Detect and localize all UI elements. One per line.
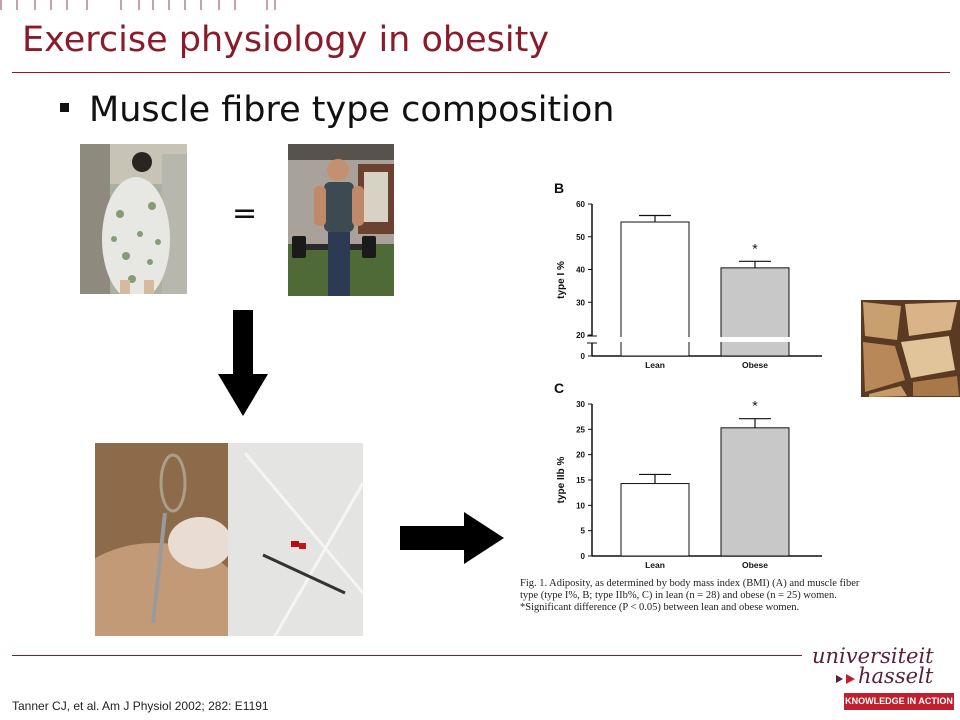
significance-marker: * <box>752 240 758 256</box>
y-axis-label: type IIb % <box>556 457 567 504</box>
down-arrow-icon <box>218 310 268 416</box>
equals-sign: = <box>232 196 258 231</box>
y-tick-label: 25 <box>576 425 585 434</box>
logo-line1: universiteit <box>812 644 934 668</box>
axis-break-gap <box>594 337 824 342</box>
panel-label: C <box>554 380 564 396</box>
x-tick-label: Obese <box>742 560 768 570</box>
logo-arrow-small-icon <box>836 675 843 683</box>
x-tick-label: Lean <box>645 560 665 570</box>
y-tick-label: 40 <box>576 266 585 275</box>
y-tick-label: 5 <box>581 527 586 536</box>
figure-caption: Fig. 1. Adiposity, as determined by body… <box>520 578 860 613</box>
bar <box>620 483 690 557</box>
y-tick-label: 50 <box>576 233 585 242</box>
y-tick-label: 60 <box>576 200 585 209</box>
x-tick-label: Lean <box>645 360 665 370</box>
university-logo: universiteit hasselt KNOWLEDGE IN ACTION <box>812 644 960 714</box>
significance-marker: * <box>752 398 758 414</box>
y-tick-label: 30 <box>576 298 585 307</box>
bullet-marker <box>60 102 69 112</box>
logo-arrow-icon <box>846 674 855 684</box>
bar <box>620 221 690 357</box>
bullet-item: Muscle fibre type composition <box>60 90 614 130</box>
muscular-man-photo <box>288 144 394 296</box>
right-arrow-icon <box>400 512 504 564</box>
logo-line2: hasselt <box>858 664 934 688</box>
y-tick-label: 10 <box>576 501 585 510</box>
y-tick-label: 15 <box>576 476 585 485</box>
y-tick-label: 20 <box>576 331 585 340</box>
obese-woman-photo <box>80 144 187 294</box>
title-divider <box>12 72 950 73</box>
reference-citation: Tanner CJ, et al. Am J Physiol 2002; 282… <box>12 699 269 713</box>
y-tick-label: 20 <box>576 451 585 460</box>
slide-title: Exercise physiology in obesity <box>22 20 550 60</box>
bar <box>720 267 790 357</box>
muscle-biopsy-photo <box>95 443 363 636</box>
y-tick-label: 30 <box>576 400 585 409</box>
axis-break <box>587 335 597 344</box>
logo-tagline: KNOWLEDGE IN ACTION <box>844 693 954 710</box>
muscle-fiber-micrograph <box>861 300 960 397</box>
y-axis-label: type I % <box>556 261 567 299</box>
bullet-text: Muscle fibre type composition <box>89 90 615 130</box>
header-decoration <box>0 0 276 10</box>
y-tick-label: 0 <box>581 352 586 361</box>
footer-divider <box>12 655 802 656</box>
panel-label: B <box>554 180 564 196</box>
bar <box>720 427 790 557</box>
x-tick-label: Obese <box>742 360 768 370</box>
y-tick-label: 0 <box>581 552 586 561</box>
